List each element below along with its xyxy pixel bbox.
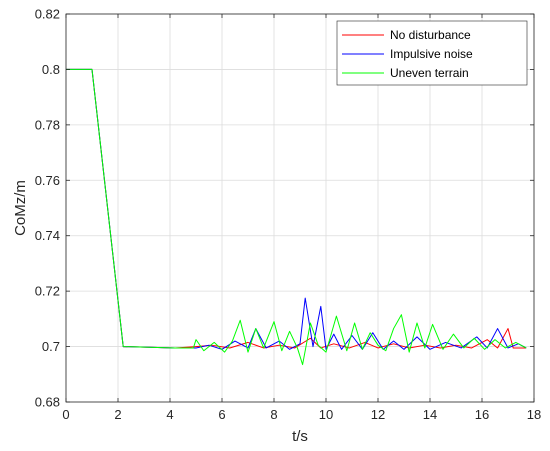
ticks: 0 2 4 6 8 10 12 14 16 18 0.68 0.7 0.72 0.74 0.76 0.78 0.… [35,7,542,423]
legend-box [336,20,528,86]
x-tick-label: 12 [371,407,385,422]
y-tick-label: 0.74 [35,228,60,243]
y-tick-label: 0.76 [35,173,60,188]
x-axis-label: t/s [292,428,308,445]
x-tick-label: 0 [62,407,69,422]
x-tick-label: 16 [475,407,489,422]
x-tick-label: 14 [423,407,437,422]
y-tick-label: 0.68 [35,395,60,410]
y-axis-label: CoMz/m [12,180,29,236]
legend-label-impulsive-noise: Impulsive noise [390,47,473,61]
legend-label-no-disturbance: No disturbance [390,28,471,42]
legend: No disturbance Impulsive noise Uneven te… [336,20,528,86]
x-tick-label: 2 [114,407,121,422]
x-tick-label: 6 [218,407,225,422]
legend-label-uneven-terrain: Uneven terrain [390,66,469,80]
y-tick-label: 0.78 [35,117,60,132]
y-tick-label: 0.72 [35,284,60,299]
y-tick-label: 0.8 [42,62,60,77]
plot-frame [65,13,535,403]
series-line-uneven-terrain [66,68,527,366]
series-line-impulsive-noise [66,68,527,350]
series-lines [66,68,527,366]
x-tick-label: 4 [166,407,173,422]
x-tick-label: 10 [319,407,333,422]
y-tick-label: 0.82 [35,7,60,22]
x-tick-label: 18 [527,407,541,422]
x-tick-label: 8 [270,407,277,422]
y-tick-label: 0.7 [42,339,60,354]
